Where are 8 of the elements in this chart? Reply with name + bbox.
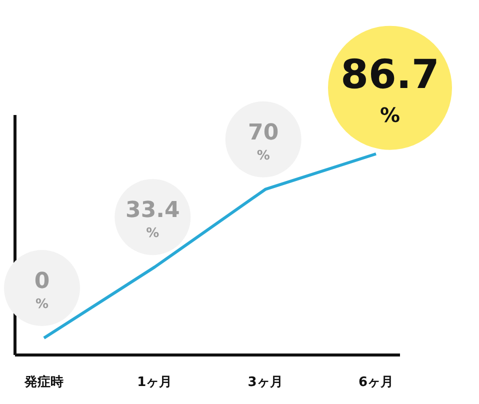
x-tick-label: 1ヶ月: [137, 375, 172, 390]
x-tick-label: 発症時: [24, 374, 64, 390]
x-tick-label: 6ヶ月: [358, 375, 394, 390]
data-label: 70%: [248, 120, 279, 164]
data-label: 0%: [34, 269, 50, 312]
x-tick-label: 3ヶ月: [248, 375, 283, 390]
data-label: 33.4%: [126, 198, 180, 242]
data-label: 86.7%: [340, 52, 440, 127]
